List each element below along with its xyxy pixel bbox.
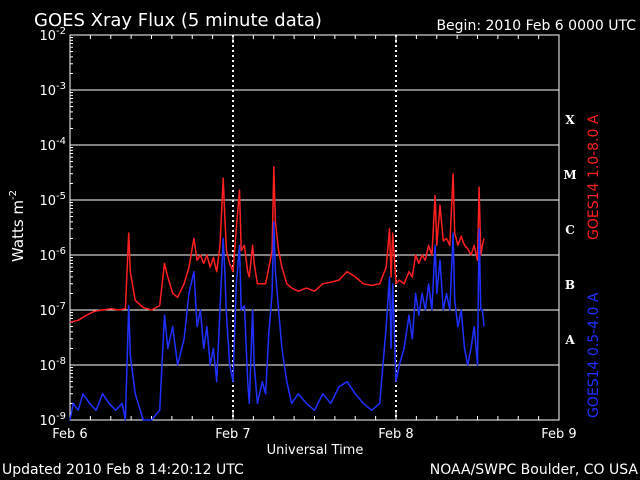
y-tick-label: 10-9: [39, 411, 66, 429]
y-tick-base: 10: [39, 139, 56, 154]
x-tick-label: Feb 7: [215, 427, 250, 442]
series-lines: [69, 166, 485, 421]
y-tick-label: 10-4: [39, 136, 66, 154]
x-axis-label: Universal Time: [267, 443, 364, 458]
series-long-wavelength: [69, 166, 485, 323]
y-tick-exponent: -3: [56, 81, 66, 92]
y-tick-label: 10-2: [39, 26, 66, 44]
credit-line: NOAA/SWPC Boulder, CO USA: [430, 462, 639, 478]
y-tick-exponent: -4: [56, 136, 66, 147]
flare-class-label: A: [564, 333, 575, 347]
y-axis-label-superscript: -2: [8, 190, 19, 200]
legend-goes14-short: GOES14 0.5-4.0 A: [586, 292, 602, 418]
chart-title: GOES Xray Flux (5 minute data): [34, 10, 322, 31]
y-tick-base: 10: [39, 249, 56, 264]
y-axis-label-text: Watts m: [9, 200, 27, 262]
flare-class-label: C: [565, 223, 575, 237]
x-tick-label: Feb 8: [378, 427, 413, 442]
y-axis-ticks: 10-910-810-710-610-510-410-310-2: [39, 26, 75, 429]
y-tick-label: 10-5: [39, 191, 66, 209]
y-tick-base: 10: [39, 359, 56, 374]
y-tick-label: 10-8: [39, 356, 66, 374]
y-tick-base: 10: [39, 84, 56, 99]
y-tick-base: 10: [39, 194, 56, 209]
updated-timestamp: Updated 2010 Feb 8 14:20:12 UTC: [2, 462, 244, 478]
y-tick-base: 10: [39, 29, 56, 44]
y-tick-exponent: -5: [56, 191, 66, 202]
y-tick-exponent: -9: [56, 411, 66, 422]
day-divider-lines: [232, 35, 397, 420]
x-tick-label: Feb 9: [541, 427, 576, 442]
flare-class-label: M: [563, 168, 576, 182]
series-short-wavelength: [69, 221, 485, 421]
y-tick-exponent: -7: [56, 301, 66, 312]
flare-class-labels: X M C B A: [563, 113, 576, 347]
y-tick-exponent: -8: [56, 356, 66, 367]
legend-goes14-long: GOES14 1.0-8.0 A: [586, 114, 602, 240]
y-tick-label: 10-7: [39, 301, 66, 319]
flare-class-label: B: [565, 278, 575, 292]
y-axis-label: Watts m-2: [8, 190, 27, 262]
y-tick-exponent: -2: [56, 26, 66, 37]
flare-class-label: X: [565, 113, 575, 127]
y-tick-exponent: -6: [56, 246, 66, 257]
begin-date: Begin: 2010 Feb 6 0000 UTC: [436, 18, 636, 34]
y-tick-base: 10: [39, 414, 56, 429]
y-tick-label: 10-6: [39, 246, 66, 264]
y-tick-base: 10: [39, 304, 56, 319]
y-tick-label: 10-3: [39, 81, 66, 99]
x-tick-label: Feb 6: [52, 427, 87, 442]
x-axis-ticks: Feb 6 Feb 7 Feb 8 Feb 9: [52, 35, 577, 442]
